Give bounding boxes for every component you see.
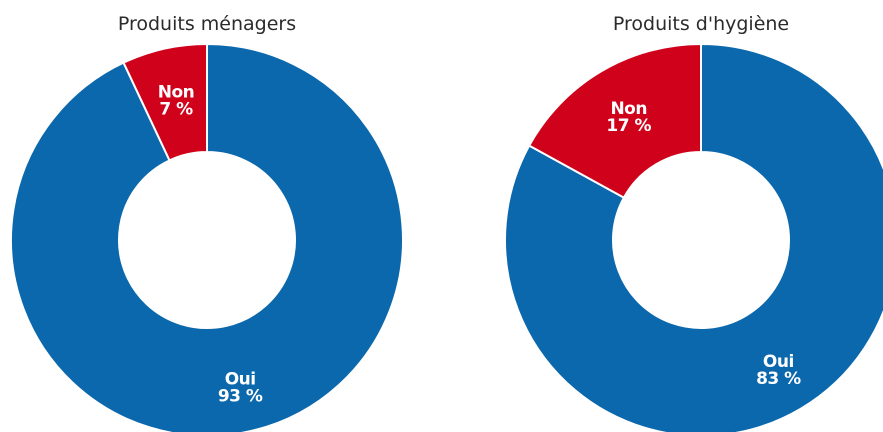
- slice-label-non: Non 17 %: [606, 99, 651, 136]
- slice-category-label: Oui: [763, 352, 794, 372]
- donut-slice-oui: [10, 42, 404, 432]
- slice-value-label: 7 %: [159, 99, 193, 119]
- slice-value-label: 93 %: [218, 386, 263, 406]
- donut-chart-produits-hygiene: Produits d'hygiène Oui 83 % Non 17 %: [504, 13, 883, 432]
- slice-category-label: Non: [158, 82, 195, 102]
- slice-value-label: 17 %: [606, 116, 651, 136]
- slice-value-label: 83 %: [756, 369, 801, 389]
- slice-category-label: Non: [610, 99, 647, 119]
- donut-slice-non: [527, 42, 702, 199]
- slices-group: Oui 83 % Non 17 %: [504, 42, 883, 432]
- slice-category-label: Oui: [225, 369, 256, 389]
- slice-label-oui: Oui 83 %: [756, 352, 801, 389]
- slice-label-oui: Oui 93 %: [218, 369, 263, 406]
- slices-group: Oui 93 % Non 7 %: [10, 42, 404, 432]
- donut-slice-oui: [504, 42, 883, 432]
- donut-chart-produits-menagers: Produits ménagers Oui 93 % Non 7 %: [10, 13, 404, 432]
- donut-slice-non: [122, 42, 208, 162]
- slice-label-non: Non 7 %: [158, 82, 195, 119]
- chart-title: Produits d'hygiène: [613, 13, 789, 35]
- chart-title: Produits ménagers: [118, 13, 296, 35]
